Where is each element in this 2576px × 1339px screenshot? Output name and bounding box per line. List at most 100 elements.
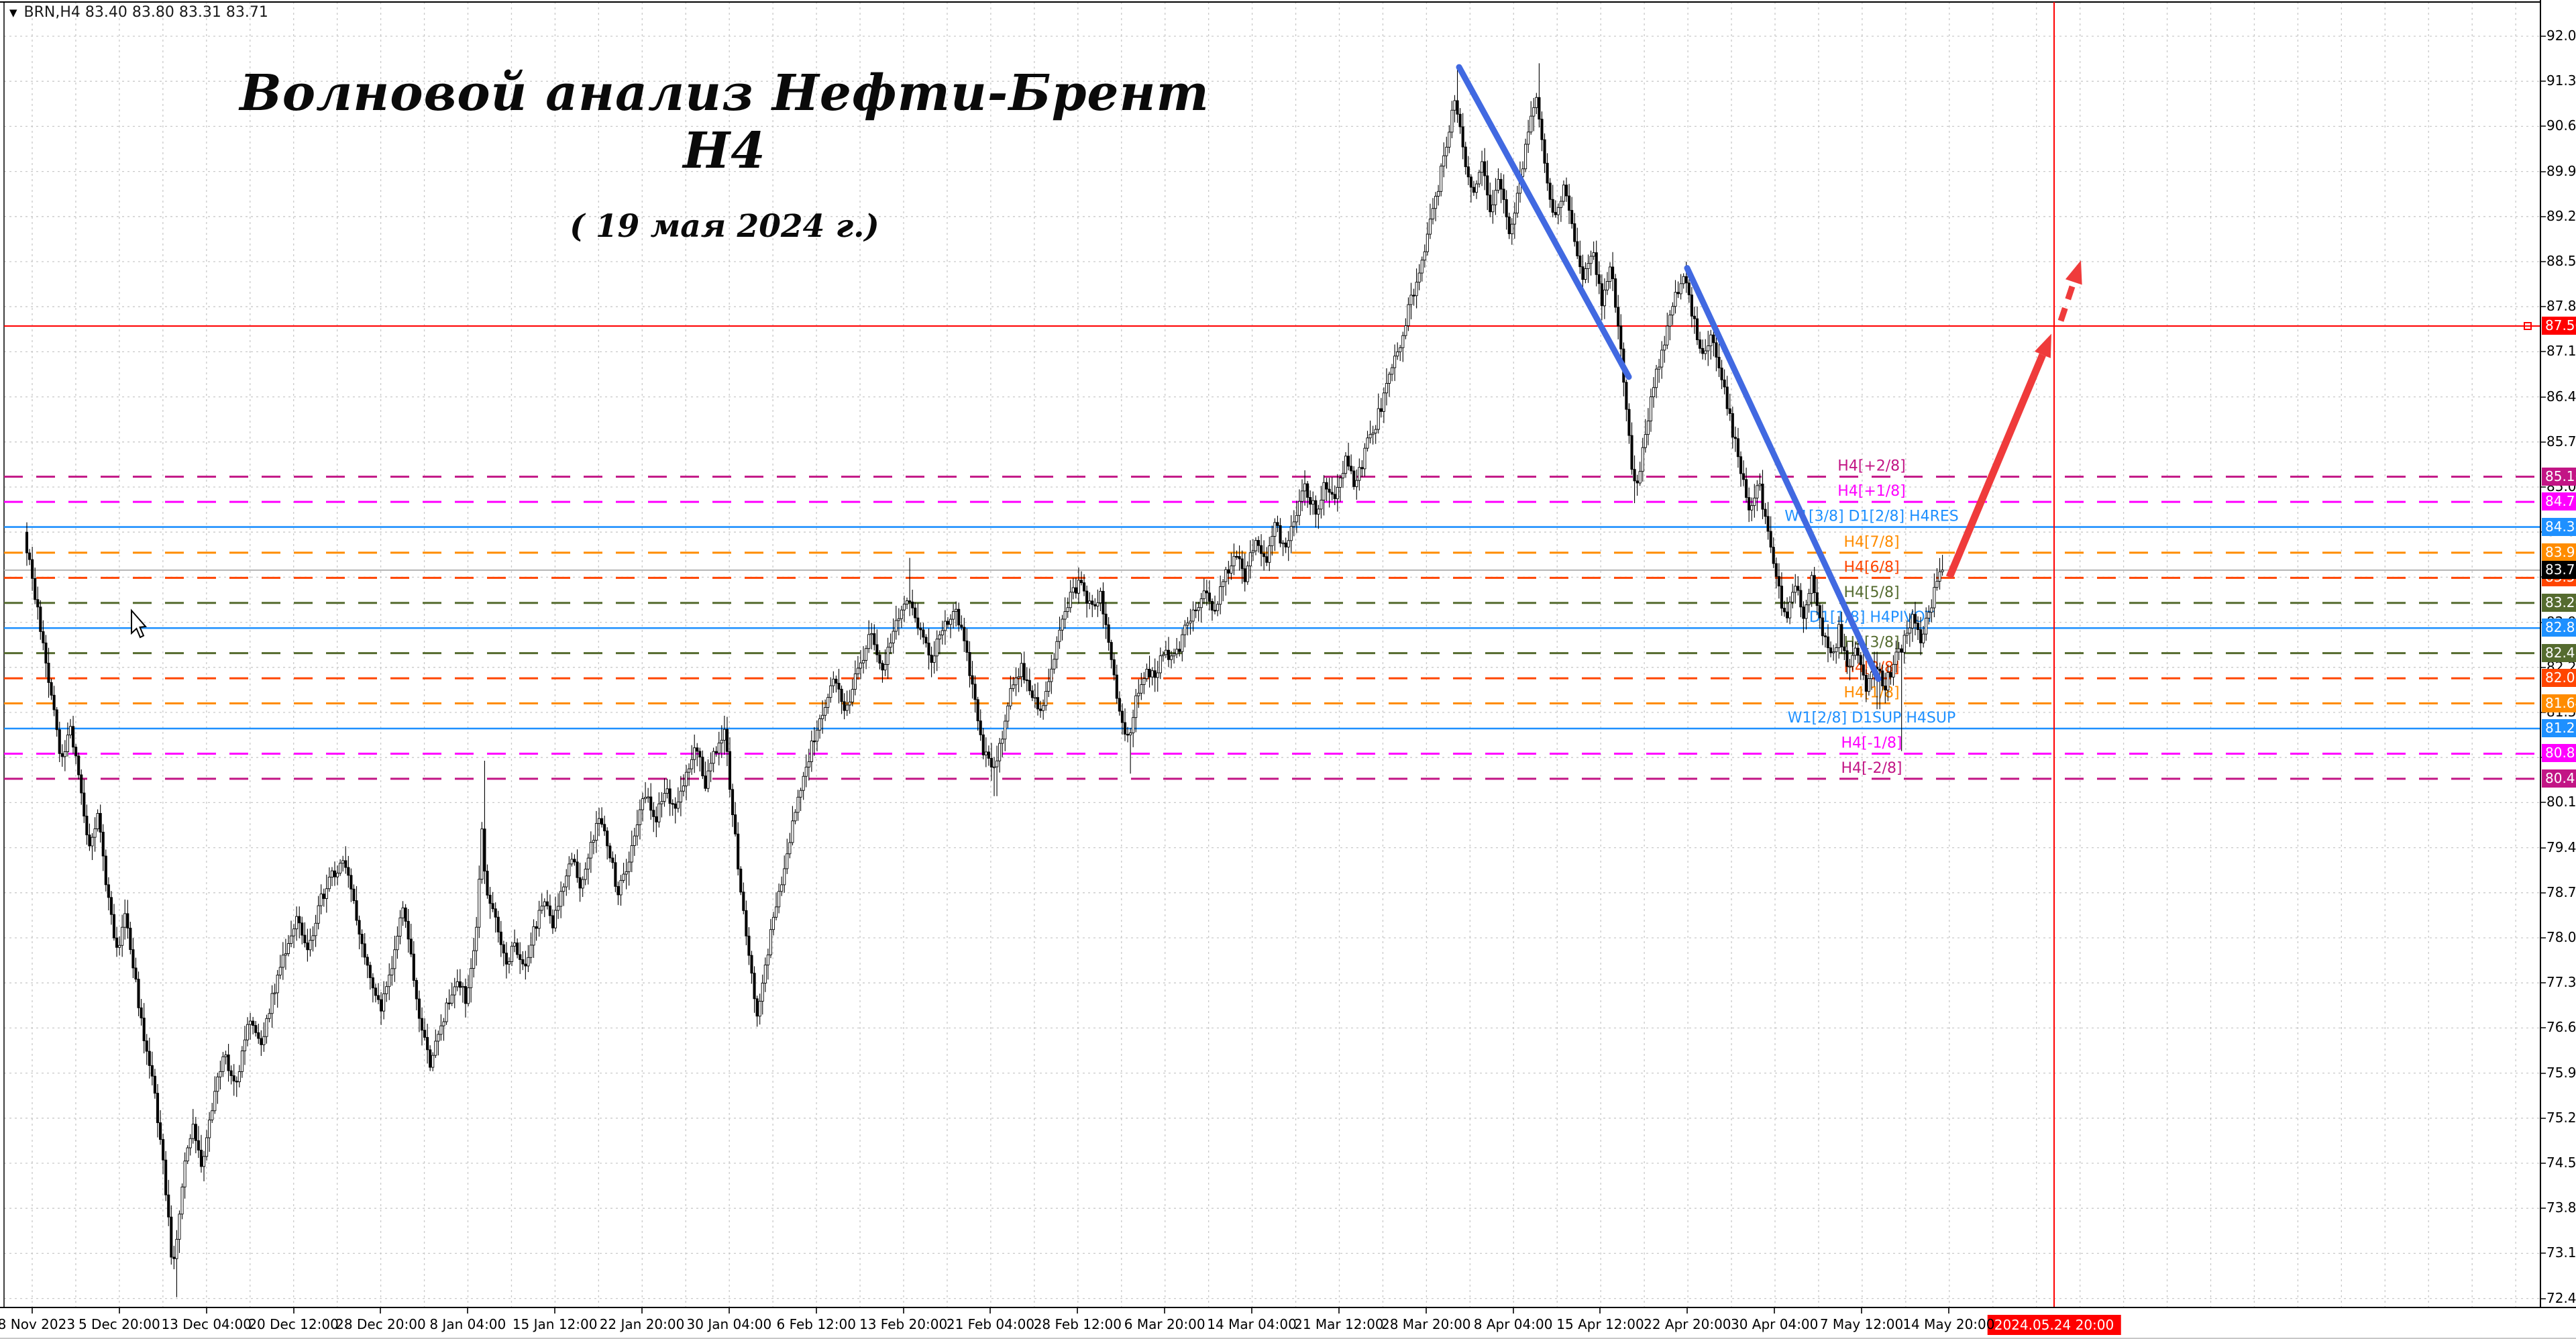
time-tick-mark (118, 1308, 120, 1314)
price-tick-mark (2541, 306, 2546, 308)
level-line-marker[interactable] (2524, 322, 2532, 330)
price-tick-mark (2541, 81, 2546, 83)
time-tick-mark (641, 1308, 643, 1314)
chart-title: Волновой анализ Нефти-Брент H4 (239, 64, 1210, 180)
time-tick-mark (1077, 1308, 1079, 1314)
price-tick-mark (2541, 937, 2546, 939)
price-tick-label: 72.40 (2546, 1289, 2576, 1306)
price-axis[interactable]: 92.00 91.30 90.60 89.90 89.20 88.50 87.80 87.10… (2540, 0, 2576, 1307)
price-tick-mark (2541, 1027, 2546, 1029)
price-tick-mark (2541, 351, 2546, 353)
price-tick-label: 89.20 (2546, 207, 2576, 224)
price-tick-mark (2541, 712, 2546, 713)
time-tick-mark (467, 1308, 469, 1314)
time-tick-mark (1774, 1308, 1776, 1314)
price-level-badge: 85.16 (2542, 467, 2576, 486)
price-tick-mark (2541, 847, 2546, 849)
forecast-arrow[interactable] (1945, 353, 2046, 579)
window-bottom-divider (0, 1338, 2576, 1339)
time-tick-mark (1686, 1308, 1688, 1314)
time-tick-label: 13 Dec 04:00 (161, 1316, 252, 1332)
time-tick-label: 15 Jan 12:00 (512, 1316, 598, 1332)
time-tick-label: 15 Apr 12:00 (1556, 1316, 1644, 1332)
time-tick-mark (1861, 1308, 1863, 1314)
price-tick-mark (2541, 215, 2546, 217)
level-label: H4[+2/8] (1837, 458, 1906, 475)
candles (25, 63, 1944, 1297)
price-level-badge: 83.98 (2542, 543, 2576, 561)
time-tick-label: 28 Mar 20:00 (1381, 1316, 1471, 1332)
price-level-badge: 81.25 (2542, 719, 2576, 737)
price-tick-label: 87.80 (2546, 298, 2576, 315)
time-tick-mark (380, 1308, 382, 1314)
price-level-badge: 81.64 (2542, 694, 2576, 712)
price-level-badge: 82.03 (2542, 669, 2576, 688)
time-tick-mark (1599, 1308, 1601, 1314)
price-tick-label: 74.50 (2546, 1155, 2576, 1171)
price-tick-label: 75.90 (2546, 1064, 2576, 1081)
symbol-info[interactable]: ▼ BRN,H4 83.40 83.80 83.31 83.71 (9, 4, 268, 21)
chart-area[interactable]: H4[+2/8] H4[+1/8] W1[3/8] D1[2/8] H4RES H4[… (0, 0, 2540, 1307)
price-tick-label: 75.20 (2546, 1109, 2576, 1126)
time-tick-mark (989, 1308, 991, 1314)
price-tick-mark (2541, 1117, 2546, 1119)
arrow-head-icon (2065, 260, 2082, 285)
price-tick-mark (2541, 36, 2546, 37)
price-tick-label: 73.80 (2546, 1199, 2576, 1216)
time-tick-mark (205, 1308, 207, 1314)
symbol-dropdown-icon[interactable]: ▼ (9, 6, 17, 19)
price-tick-label: 87.10 (2546, 343, 2576, 360)
price-tick-label: 89.90 (2546, 162, 2576, 179)
price-tick-mark (2541, 441, 2546, 443)
time-tick-mark (1338, 1308, 1340, 1314)
time-tick-label: 21 Feb 04:00 (946, 1316, 1035, 1332)
price-tick-label: 92.00 (2546, 28, 2576, 44)
time-tick-label: 22 Apr 20:00 (1644, 1316, 1731, 1332)
time-tick-label: 6 Feb 12:00 (776, 1316, 856, 1332)
price-tick-label: 86.40 (2546, 388, 2576, 405)
time-tick-label: 21 Mar 12:00 (1294, 1316, 1384, 1332)
price-tick-mark (2541, 666, 2546, 668)
time-tick-label: 8 Apr 04:00 (1473, 1316, 1553, 1332)
price-tick-label: 76.60 (2546, 1019, 2576, 1036)
future-date-badge: 2024.05.24 20:00 (1987, 1315, 2121, 1335)
trend-line[interactable] (1456, 64, 1632, 380)
price-tick-mark (2541, 802, 2546, 804)
time-tick-mark (902, 1308, 904, 1314)
price-tick-mark (2541, 1252, 2546, 1254)
level-label: W1[2/8] D1SUP H4SUP (1788, 710, 1955, 727)
price-level-badge: 80.86 (2542, 744, 2576, 763)
time-tick-label: 28 Dec 20:00 (335, 1316, 426, 1332)
price-level-badge: 80.47 (2542, 769, 2576, 788)
grid-lines (4, 2, 2540, 1307)
time-tick-mark (1425, 1308, 1427, 1314)
time-tick-mark (32, 1308, 33, 1314)
time-tick-label: 14 May 20:00 (1902, 1316, 1995, 1332)
time-tick-label: 14 Mar 04:00 (1207, 1316, 1297, 1332)
time-tick-mark (1251, 1308, 1253, 1314)
time-tick-mark (1947, 1308, 1949, 1314)
current-price-badge: 83.71 (2542, 560, 2576, 579)
time-tick-mark (1512, 1308, 1514, 1314)
price-tick-mark (2541, 125, 2546, 127)
trend-line[interactable] (1684, 265, 1882, 682)
time-tick-label: 28 Nov 2023 (0, 1316, 76, 1332)
level-label: H4[+1/8] (1837, 483, 1906, 500)
time-tick-label: 6 Mar 20:00 (1124, 1316, 1205, 1332)
price-tick-mark (2541, 982, 2546, 984)
price-tick-mark (2541, 1072, 2546, 1074)
level-label: H4[6/8] (1843, 559, 1899, 576)
time-tick-label: 20 Dec 12:00 (248, 1316, 339, 1332)
price-tick-mark (2541, 170, 2546, 172)
time-tick-mark (292, 1308, 294, 1314)
time-tick-label: 13 Feb 20:00 (859, 1316, 948, 1332)
price-tick-label: 90.60 (2546, 117, 2576, 134)
price-tick-label: 73.10 (2546, 1244, 2576, 1261)
price-level-badge: 82.81 (2542, 619, 2576, 637)
level-label: H4[3/8] (1843, 635, 1899, 651)
level-label: H4[7/8] (1843, 534, 1899, 551)
time-tick-mark (554, 1308, 556, 1314)
time-tick-mark (815, 1308, 817, 1314)
forecast-arrow-dashed[interactable] (2057, 280, 2077, 322)
